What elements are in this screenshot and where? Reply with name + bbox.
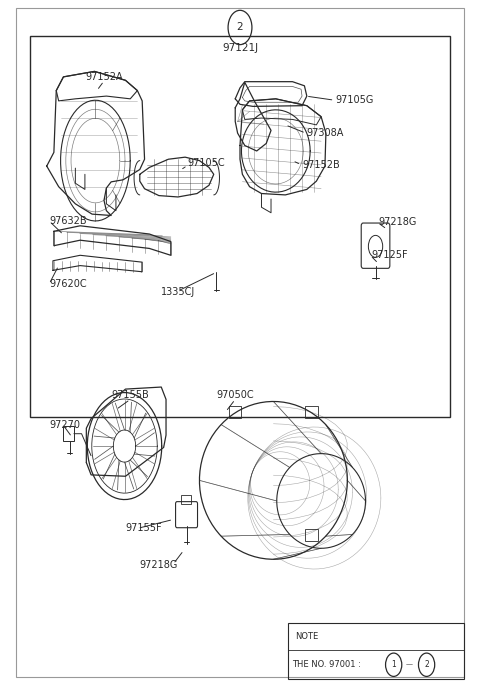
Text: 97121J: 97121J	[222, 43, 258, 53]
Text: 97308A: 97308A	[307, 128, 344, 138]
Text: 97155F: 97155F	[125, 524, 162, 533]
Text: 1335CJ: 1335CJ	[161, 287, 195, 298]
Text: 1: 1	[391, 660, 396, 669]
Text: —: —	[406, 661, 412, 668]
Text: 97105G: 97105G	[336, 95, 374, 105]
Text: 97105C: 97105C	[188, 158, 225, 167]
Text: 97125F: 97125F	[371, 250, 408, 260]
Text: 97152B: 97152B	[302, 160, 340, 169]
Text: 97050C: 97050C	[216, 390, 254, 400]
Text: 97152A: 97152A	[85, 72, 123, 82]
Text: 2: 2	[424, 660, 429, 669]
Text: 97620C: 97620C	[49, 279, 87, 289]
Text: THE NO. 97001 :: THE NO. 97001 :	[292, 660, 361, 669]
Text: 97218G: 97218G	[140, 560, 178, 570]
Text: 97155B: 97155B	[111, 390, 149, 400]
Text: NOTE: NOTE	[295, 632, 318, 641]
Text: 97270: 97270	[49, 420, 80, 431]
Text: 97632B: 97632B	[49, 216, 87, 226]
Text: 97218G: 97218G	[378, 217, 417, 227]
Text: 2: 2	[237, 23, 243, 32]
